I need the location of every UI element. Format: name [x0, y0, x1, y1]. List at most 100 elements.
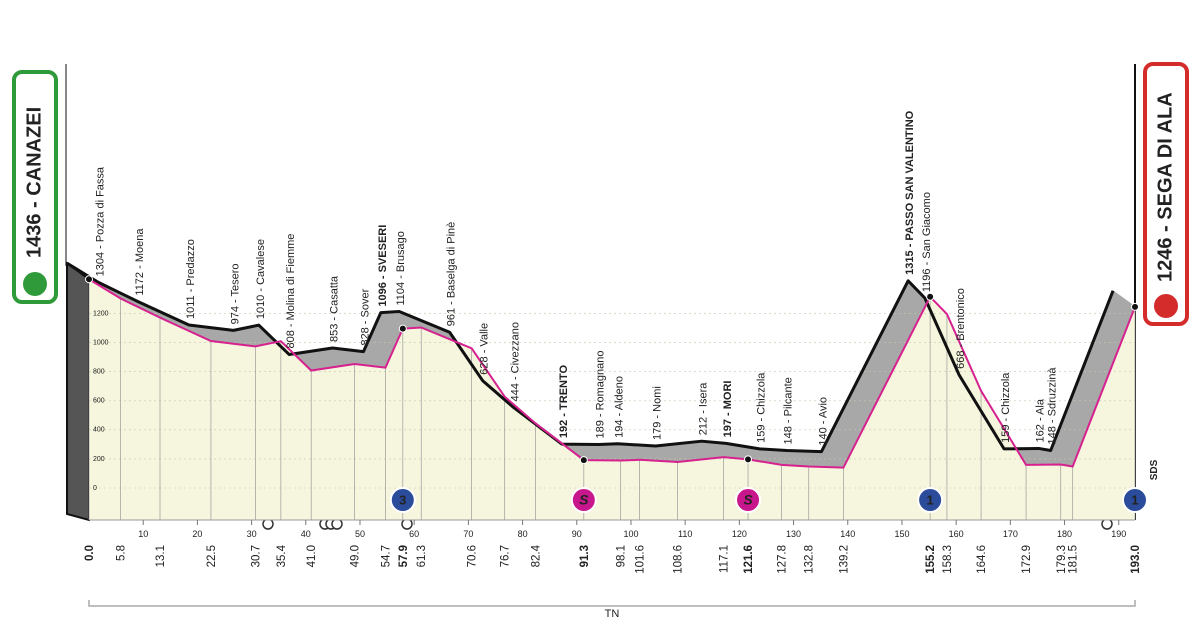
km-label: 13.1	[155, 545, 167, 567]
km-label: 57.9	[398, 545, 410, 567]
y-tick-label: 800	[93, 369, 105, 376]
waypoint-label: 159 - Chizzola	[1000, 372, 1012, 443]
km-label: 76.7	[500, 545, 512, 567]
waypoint-label: 212 - Isera	[698, 382, 710, 435]
finish-box	[1143, 62, 1189, 326]
x-tick-label: 40	[301, 529, 311, 539]
km-label: 70.6	[467, 545, 479, 567]
chart-area: 0 200 400 600 800 1000 1200 10 20 30 40 50 60 70 80 90 1…	[66, 110, 1160, 620]
x-tick-label: 90	[572, 529, 582, 539]
y-tick-label: 200	[93, 456, 105, 463]
km-label: 30.7	[250, 545, 262, 567]
finish-logo: SDS	[1149, 459, 1160, 480]
y-tick-label: 1200	[93, 310, 109, 317]
km-label: 108.6	[673, 545, 685, 574]
km-label: 117.1	[719, 545, 731, 573]
y-tick-label: 400	[93, 427, 105, 434]
km-label: 41.0	[306, 545, 318, 567]
km-label: 172.9	[1021, 545, 1033, 574]
waypoint-label: 668 - Brentonico	[955, 288, 967, 369]
x-tick-label: 50	[355, 529, 365, 539]
km-label: 61.3	[416, 545, 428, 567]
waypoint-dot	[579, 456, 588, 465]
km-label: 164.6	[976, 545, 988, 574]
region-bracket	[88, 600, 1136, 607]
km-label: 0.0	[84, 545, 96, 561]
x-tick-label: 110	[678, 529, 692, 539]
sprint-label: S	[579, 492, 589, 508]
km-label: 82.4	[531, 544, 543, 567]
x-tick-label: 60	[409, 529, 419, 539]
cyclist-icon	[1154, 294, 1178, 318]
km-label: 181.5	[1068, 545, 1080, 574]
waypoint-label: 140 - Avio	[817, 397, 829, 446]
km-label: 139.2	[838, 545, 850, 574]
km-label: 127.8	[777, 545, 789, 574]
sprint-marker	[735, 487, 762, 513]
y-tick-label: 0	[93, 485, 97, 492]
start-box	[12, 70, 58, 304]
start-label: 1436 - CANAZEI	[23, 107, 45, 258]
km-label: 91.3	[579, 545, 591, 567]
waypoint-label: 628 - Valle	[479, 323, 491, 375]
sprint-label: S	[743, 492, 753, 508]
profile-face	[89, 279, 1135, 520]
profile-edge	[66, 261, 1115, 454]
x-tick-label: 170	[1003, 529, 1018, 539]
waypoint-label: 808 - Molina di Fiemme	[285, 234, 297, 349]
km-label: 158.3	[942, 545, 954, 574]
x-tick-label: 80	[518, 529, 528, 539]
climb-marker	[389, 487, 416, 513]
km-label: 179.3	[1056, 545, 1068, 574]
waypoint-dot	[398, 324, 407, 333]
km-label: 155.2	[925, 545, 937, 574]
km-label: 193.0	[1130, 545, 1142, 574]
waypoint-label: 197 - MORI	[722, 381, 734, 438]
waypoint-label: 1011 - Predazzo	[185, 239, 197, 319]
waypoint-label: 148 - Pilcante	[783, 377, 795, 444]
finish-label: 1246 - SEGA DI ALA	[1154, 92, 1176, 282]
waypoint-label: 1196 - San Giacomo	[921, 192, 933, 292]
cyclist-icon	[23, 272, 47, 296]
km-label: 35.4	[276, 544, 288, 567]
km-label: 101.6	[635, 545, 647, 574]
region-label: TN	[605, 608, 620, 620]
waypoint-dot	[744, 455, 753, 464]
waypoint-label: 1172 - Moena	[134, 228, 146, 296]
waypoint-dot	[85, 275, 93, 284]
waypoint-label: 1315 - PASSO SAN VALENTINO	[904, 110, 916, 274]
climb-marker	[917, 487, 944, 513]
waypoint-label: 1104 - Brusago	[395, 231, 407, 305]
waypoint-label: 828 - Sover	[359, 288, 371, 345]
x-tick-label: 20	[192, 529, 202, 539]
waypoint-label: 162 - Ala	[1035, 398, 1047, 442]
x-tick-label: 150	[894, 529, 909, 539]
climb-label: 3	[399, 492, 406, 507]
climb-label: 1	[927, 492, 934, 507]
x-tick-label: 180	[1057, 529, 1072, 539]
waypoint-label: 444 - Civezzano	[510, 322, 522, 402]
x-tick-label: 160	[949, 529, 964, 539]
km-label: 132.8	[804, 545, 816, 574]
start-wall	[66, 261, 90, 522]
climb-marker	[1122, 487, 1148, 513]
y-tick-label: 1000	[93, 339, 109, 346]
waypoint-label: 853 - Casatta	[329, 275, 341, 342]
waypoint-dot	[1131, 302, 1139, 311]
x-tick-label: 10	[138, 529, 148, 539]
waypoint-label: 159 - Chizzola	[756, 372, 768, 443]
x-tick-label: 130	[786, 529, 801, 539]
x-tick-label: 140	[840, 529, 855, 539]
km-label: 121.6	[743, 545, 755, 574]
waypoint-label: 1096 - SVESERI	[377, 225, 389, 307]
x-tick-label: 120	[732, 529, 747, 539]
km-label: 98.1	[616, 545, 628, 567]
waypoint-label: 194 - Aldeno	[614, 376, 626, 438]
x-tick-label: 70	[463, 529, 473, 539]
y-tick-label: 600	[93, 398, 105, 405]
km-label: 22.5	[206, 545, 218, 567]
km-label: 5.8	[115, 545, 127, 561]
sprint-marker	[570, 487, 597, 513]
profile-line	[88, 278, 1136, 469]
